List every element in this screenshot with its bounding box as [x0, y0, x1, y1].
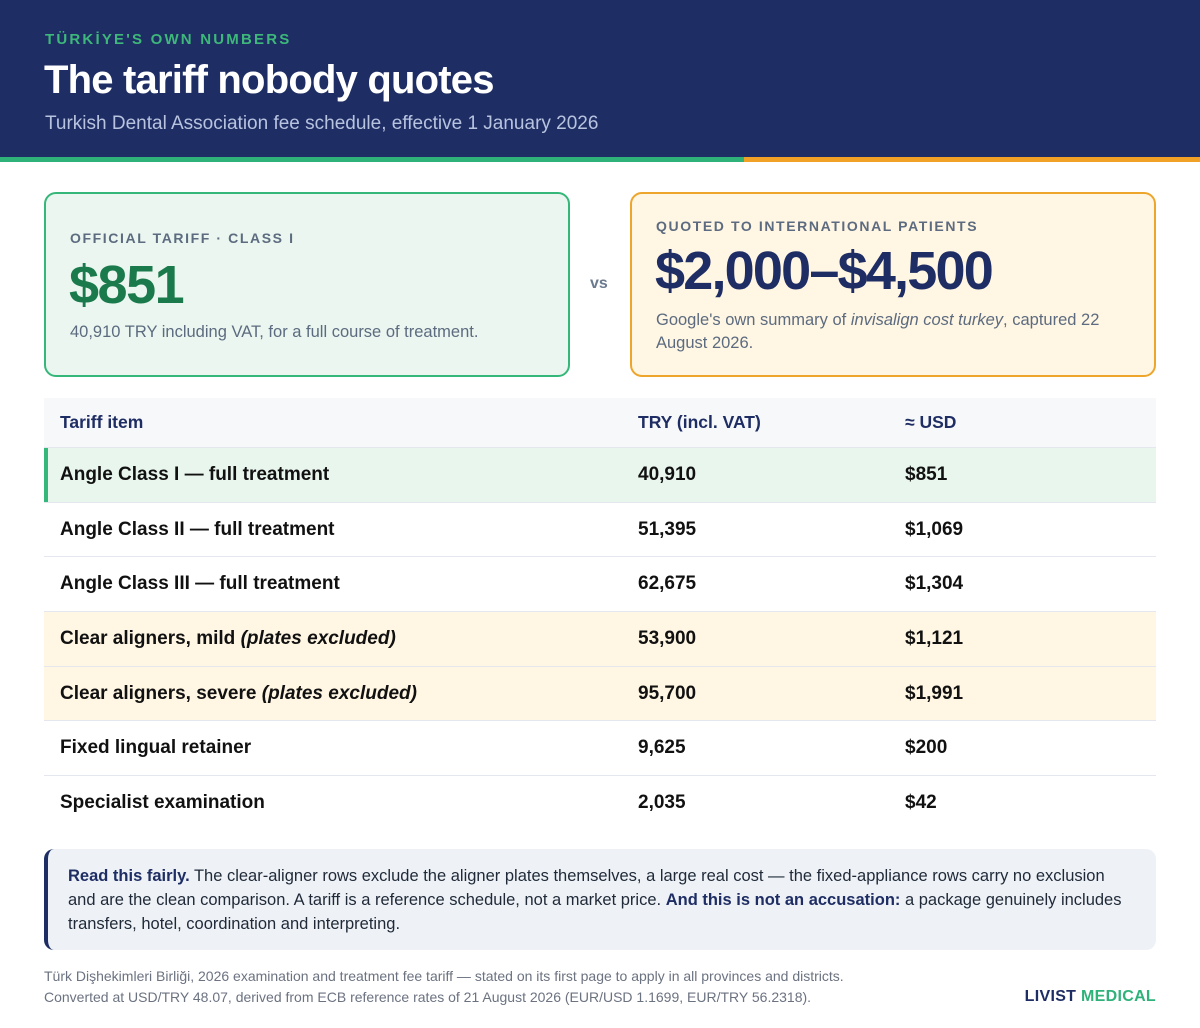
row-item: Angle Class I — full treatment: [60, 448, 329, 502]
page-subtitle: Turkish Dental Association fee schedule,…: [45, 113, 599, 134]
official-tariff-note: 40,910 TRY including VAT, for a full cou…: [70, 323, 479, 341]
row-item: Angle Class II — full treatment: [60, 503, 335, 557]
accent-stripe-green: [0, 157, 744, 162]
official-tariff-label: OFFICIAL TARIFF · CLASS I: [70, 230, 295, 246]
header-tariff-item: Tariff item: [60, 412, 144, 432]
item-label: Fixed lingual retainer: [60, 737, 252, 759]
official-tariff-amount: $851: [69, 255, 185, 315]
row-usd: $1,069: [905, 518, 964, 540]
item-label: Clear aligners, severe: [60, 682, 262, 704]
row-try: 51,395: [638, 518, 697, 540]
brand-part-1: LIVIST: [1024, 988, 1077, 1005]
quoted-price-label: QUOTED TO INTERNATIONAL PATIENTS: [656, 218, 979, 234]
row-item: Clear aligners, mild (plates excluded): [60, 612, 396, 666]
row-usd: $200: [905, 737, 948, 759]
source-line-2: Converted at USD/TRY 48.07, derived from…: [44, 989, 812, 1005]
header-try: TRY (incl. VAT): [638, 412, 761, 432]
row-try: 9,625: [638, 737, 686, 759]
row-try: 62,675: [638, 573, 697, 595]
table-row: Specialist examination 2,035 $42: [44, 776, 1156, 831]
row-try: 40,910: [638, 464, 697, 485]
item-label: Angle Class I — full treatment: [60, 464, 330, 485]
row-item: Fixed lingual retainer: [60, 721, 251, 775]
quoted-price-card: QUOTED TO INTERNATIONAL PATIENTS $2,000–…: [630, 192, 1156, 377]
callout-body-1: The clear-aligner rows exclude the align…: [68, 867, 1105, 909]
header-usd: ≈ USD: [905, 412, 957, 432]
item-label: Angle Class III — full treatment: [60, 573, 340, 595]
quoted-note-post: , captured 22 August 2026.: [656, 311, 1100, 352]
quoted-note-query: invisalign cost turkey: [850, 311, 1004, 329]
row-item: Angle Class III — full treatment: [60, 557, 340, 611]
item-label: Angle Class II — full treatment: [60, 518, 335, 540]
row-try: 53,900: [638, 628, 697, 650]
table-header-row: Tariff item TRY (incl. VAT) ≈ USD: [44, 398, 1156, 448]
table-row: Clear aligners, mild (plates excluded) 5…: [44, 612, 1156, 667]
row-usd: $1,121: [905, 628, 964, 650]
row-usd: $1,304: [905, 573, 964, 595]
header-banner: TÜRKİYE'S OWN NUMBERS The tariff nobody …: [0, 0, 1200, 157]
row-usd: $1,991: [905, 682, 964, 704]
table-row: Angle Class II — full treatment 51,395 $…: [44, 503, 1156, 558]
accent-stripe-orange: [744, 157, 1200, 162]
table-row: Clear aligners, severe (plates excluded)…: [44, 666, 1156, 722]
table-row: Angle Class I — full treatment 40,910 $8…: [44, 448, 1156, 503]
quoted-price-amount: $2,000–$4,500: [655, 241, 994, 301]
row-item: Specialist examination: [60, 776, 265, 830]
table-row: Fixed lingual retainer 9,625 $200: [44, 721, 1156, 777]
vs-label: vs: [590, 275, 608, 292]
quoted-price-note: Google's own summary of invisalign cost …: [656, 309, 1136, 355]
brand-logo: LIVIST MEDICAL: [1025, 988, 1156, 1006]
item-exclusion-note: (plates excluded): [261, 682, 417, 704]
row-item: Clear aligners, severe (plates excluded): [60, 667, 417, 721]
quoted-note-pre: Google's own summary of: [656, 311, 851, 329]
row-usd: $42: [905, 792, 937, 814]
fairness-callout: Read this fairly. The clear-aligner rows…: [44, 849, 1156, 950]
item-label: Specialist examination: [60, 792, 265, 814]
row-try: 2,035: [638, 792, 686, 814]
row-usd: $851: [905, 464, 948, 485]
callout-emphasis: And this is not an accusation:: [665, 891, 901, 909]
callout-body-2: a package genuinely includes transfers, …: [68, 891, 1122, 933]
kicker: TÜRKİYE'S OWN NUMBERS: [45, 31, 292, 48]
callout-lead: Read this fairly.: [68, 867, 190, 885]
source-note: Türk Dişhekimleri Birliği, 2026 examinat…: [44, 966, 1004, 1008]
source-line-1: Türk Dişhekimleri Birliği, 2026 examinat…: [44, 968, 844, 984]
brand-part-2: MEDICAL: [1081, 988, 1156, 1005]
row-try: 95,700: [638, 682, 697, 704]
official-tariff-card: OFFICIAL TARIFF · CLASS I $851 40,910 TR…: [44, 192, 570, 377]
item-exclusion-note: (plates excluded): [240, 628, 396, 650]
page-title: The tariff nobody quotes: [44, 58, 494, 102]
tariff-table: Tariff item TRY (incl. VAT) ≈ USD Angle …: [44, 398, 1156, 831]
table-row: Angle Class III — full treatment 62,675 …: [44, 557, 1156, 613]
item-label: Clear aligners, mild: [60, 628, 241, 650]
